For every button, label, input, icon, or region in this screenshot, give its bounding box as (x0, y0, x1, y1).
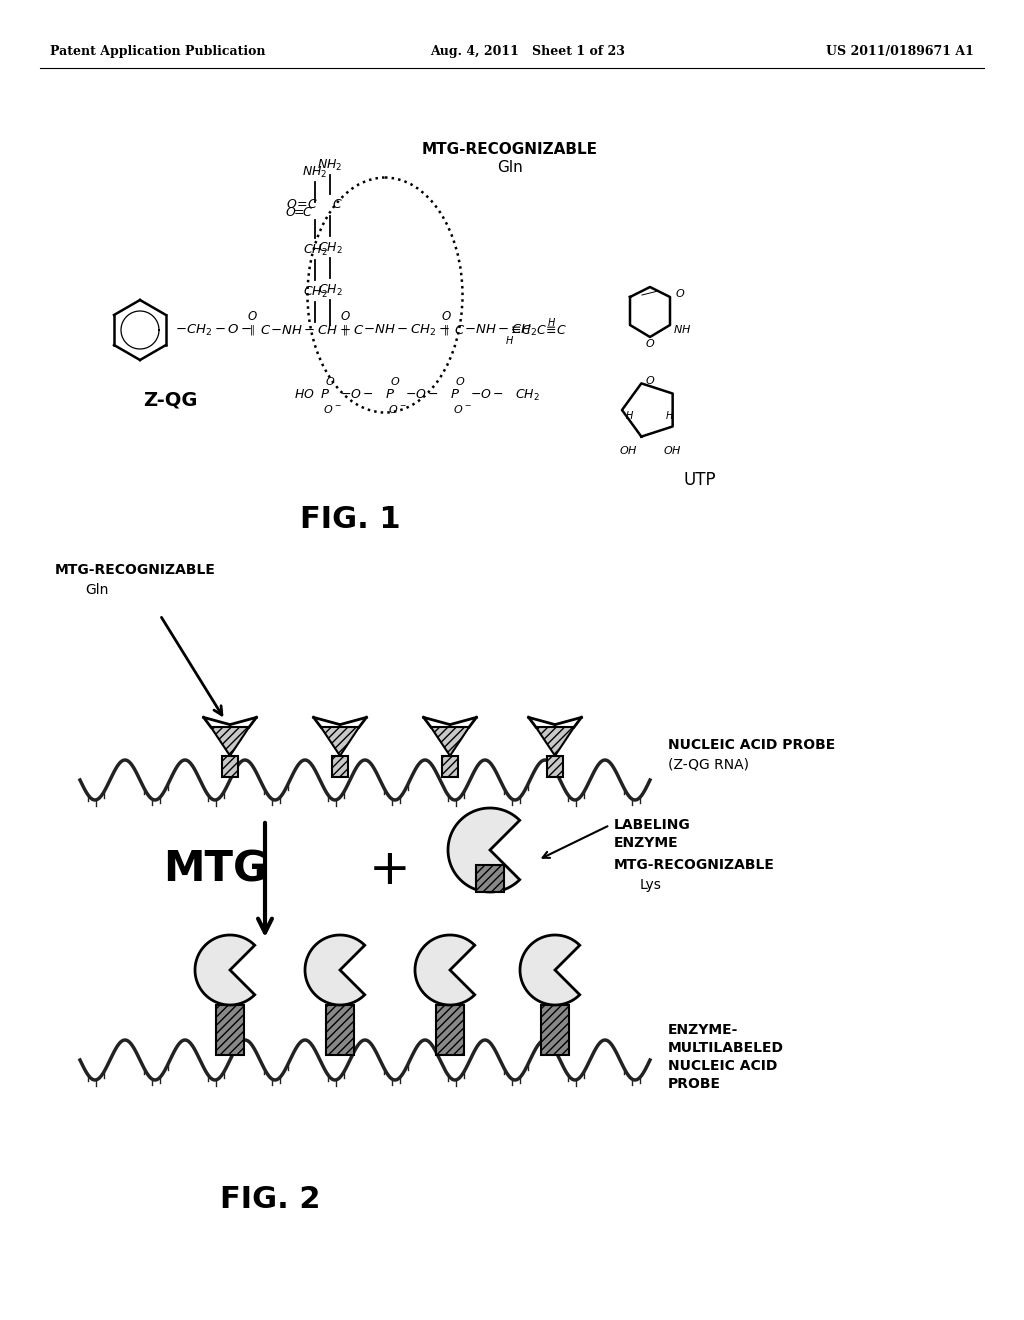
Text: $CH_2$: $CH_2$ (303, 243, 328, 257)
Text: $O$: $O$ (675, 286, 685, 300)
Text: +: + (369, 846, 411, 894)
Bar (326, 1005, 354, 1055)
Text: UTP: UTP (684, 471, 717, 488)
Polygon shape (431, 727, 469, 756)
Text: $O^-$: $O^-$ (453, 403, 471, 414)
Text: $-CH_2-O-$: $-CH_2-O-$ (175, 322, 253, 338)
Text: Lys: Lys (640, 878, 662, 892)
Text: Z-QG: Z-QG (142, 391, 198, 409)
Text: $O$: $O$ (645, 374, 655, 385)
Bar (442, 756, 458, 777)
Text: $\Vert$: $\Vert$ (443, 323, 449, 337)
Bar (541, 1005, 569, 1055)
Text: NUCLEIC ACID PROBE: NUCLEIC ACID PROBE (668, 738, 836, 752)
Text: $OH$: $OH$ (618, 444, 637, 455)
Text: $CH_2$: $CH_2$ (303, 284, 328, 300)
Text: $O\!=\!C$: $O\!=\!C$ (286, 198, 318, 210)
Text: $C$: $C$ (260, 323, 271, 337)
Text: $C$: $C$ (353, 323, 365, 337)
Bar (222, 756, 238, 777)
Bar (547, 756, 562, 777)
Text: $-NH-CH_2$: $-NH-CH_2$ (464, 322, 538, 338)
Text: MTG-RECOGNIZABLE: MTG-RECOGNIZABLE (614, 858, 775, 873)
Text: $\!\equiv\!C$: $\!\equiv\!C$ (510, 323, 532, 337)
Text: FIG. 1: FIG. 1 (300, 506, 400, 535)
Text: LABELING: LABELING (614, 818, 691, 832)
Text: $O^-$: $O^-$ (388, 403, 407, 414)
Text: $\overset{}{}P$: $\overset{}{}P$ (450, 388, 460, 401)
Text: Gln: Gln (85, 583, 109, 597)
Polygon shape (305, 935, 365, 1005)
Text: $H$: $H$ (548, 315, 556, 327)
Text: $CH_2$: $CH_2$ (317, 240, 342, 256)
Text: $-O-$: $-O-$ (340, 388, 374, 401)
Text: $H$: $H$ (666, 409, 675, 421)
Text: $CH_2$: $CH_2$ (515, 388, 540, 403)
Text: $O$: $O$ (247, 309, 257, 322)
Text: $O$: $O$ (390, 375, 400, 387)
Polygon shape (415, 935, 475, 1005)
Text: $H$: $H$ (626, 409, 635, 421)
Polygon shape (321, 727, 359, 756)
Text: $C$: $C$ (454, 323, 465, 337)
Text: $NH$: $NH$ (673, 323, 691, 335)
Polygon shape (195, 935, 255, 1005)
Text: PROBE: PROBE (668, 1077, 721, 1092)
Text: ENZYME-: ENZYME- (668, 1023, 738, 1038)
Text: MTG-RECOGNIZABLE: MTG-RECOGNIZABLE (422, 143, 598, 157)
Text: (Z-QG RNA): (Z-QG RNA) (668, 758, 749, 772)
Text: US 2011/0189671 A1: US 2011/0189671 A1 (826, 45, 974, 58)
Text: $O$: $O$ (340, 309, 350, 322)
Text: $H$: $H$ (506, 334, 514, 346)
Text: $NH_2$: $NH_2$ (317, 157, 343, 173)
Text: $O$: $O$ (325, 375, 335, 387)
Polygon shape (536, 727, 574, 756)
Text: NUCLEIC ACID: NUCLEIC ACID (668, 1059, 777, 1073)
Text: $C$: $C$ (332, 198, 343, 210)
Text: FIG. 2: FIG. 2 (220, 1185, 321, 1214)
Text: Gln: Gln (497, 161, 523, 176)
Text: $HO$: $HO$ (294, 388, 315, 401)
Text: $\overset{}{}P$: $\overset{}{}P$ (385, 388, 395, 401)
Text: MTG: MTG (163, 849, 267, 891)
Text: $\Vert$: $\Vert$ (249, 323, 255, 337)
Bar (436, 1005, 464, 1055)
Text: $-NH-CH_2-$: $-NH-CH_2-$ (362, 322, 450, 338)
Text: $CH_2$: $CH_2$ (317, 282, 342, 297)
Text: $O$: $O$ (645, 337, 655, 348)
Text: MTG-RECOGNIZABLE: MTG-RECOGNIZABLE (55, 564, 216, 577)
Text: $-O-$: $-O-$ (406, 388, 439, 401)
Text: ENZYME: ENZYME (614, 836, 679, 850)
Text: $\overset{}{}P$: $\overset{}{}P$ (319, 388, 330, 401)
Text: $O$: $O$ (440, 309, 452, 322)
Text: $O\!\!=\!\!C$: $O\!\!=\!\!C$ (285, 206, 313, 219)
Polygon shape (211, 727, 249, 756)
Text: $-O-$: $-O-$ (470, 388, 504, 401)
Bar (333, 756, 348, 777)
Polygon shape (520, 935, 580, 1005)
Text: Aug. 4, 2011   Sheet 1 of 23: Aug. 4, 2011 Sheet 1 of 23 (430, 45, 625, 58)
Text: $OH$: $OH$ (663, 444, 681, 455)
Text: $C\!\equiv\!C$: $C\!\equiv\!C$ (536, 323, 566, 337)
Text: $NH_2$: $NH_2$ (302, 165, 328, 180)
Text: $-NH-CH-$: $-NH-CH-$ (270, 323, 350, 337)
Bar (476, 865, 504, 892)
Text: Patent Application Publication: Patent Application Publication (50, 45, 265, 58)
Text: $O^-$: $O^-$ (323, 403, 341, 414)
Bar (216, 1005, 244, 1055)
Text: MULTILABELED: MULTILABELED (668, 1041, 784, 1055)
Text: $O$: $O$ (455, 375, 465, 387)
Polygon shape (449, 808, 520, 892)
Text: $\Vert$: $\Vert$ (342, 323, 348, 337)
